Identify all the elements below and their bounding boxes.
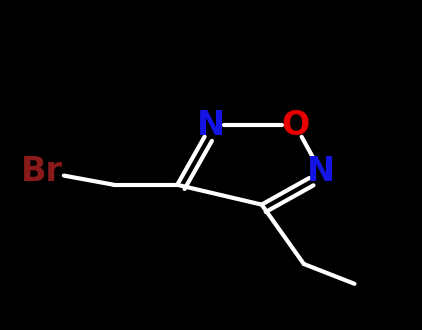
Text: Br: Br xyxy=(21,155,63,188)
Text: O: O xyxy=(281,109,309,142)
Text: N: N xyxy=(197,109,225,142)
Text: N: N xyxy=(307,155,335,188)
